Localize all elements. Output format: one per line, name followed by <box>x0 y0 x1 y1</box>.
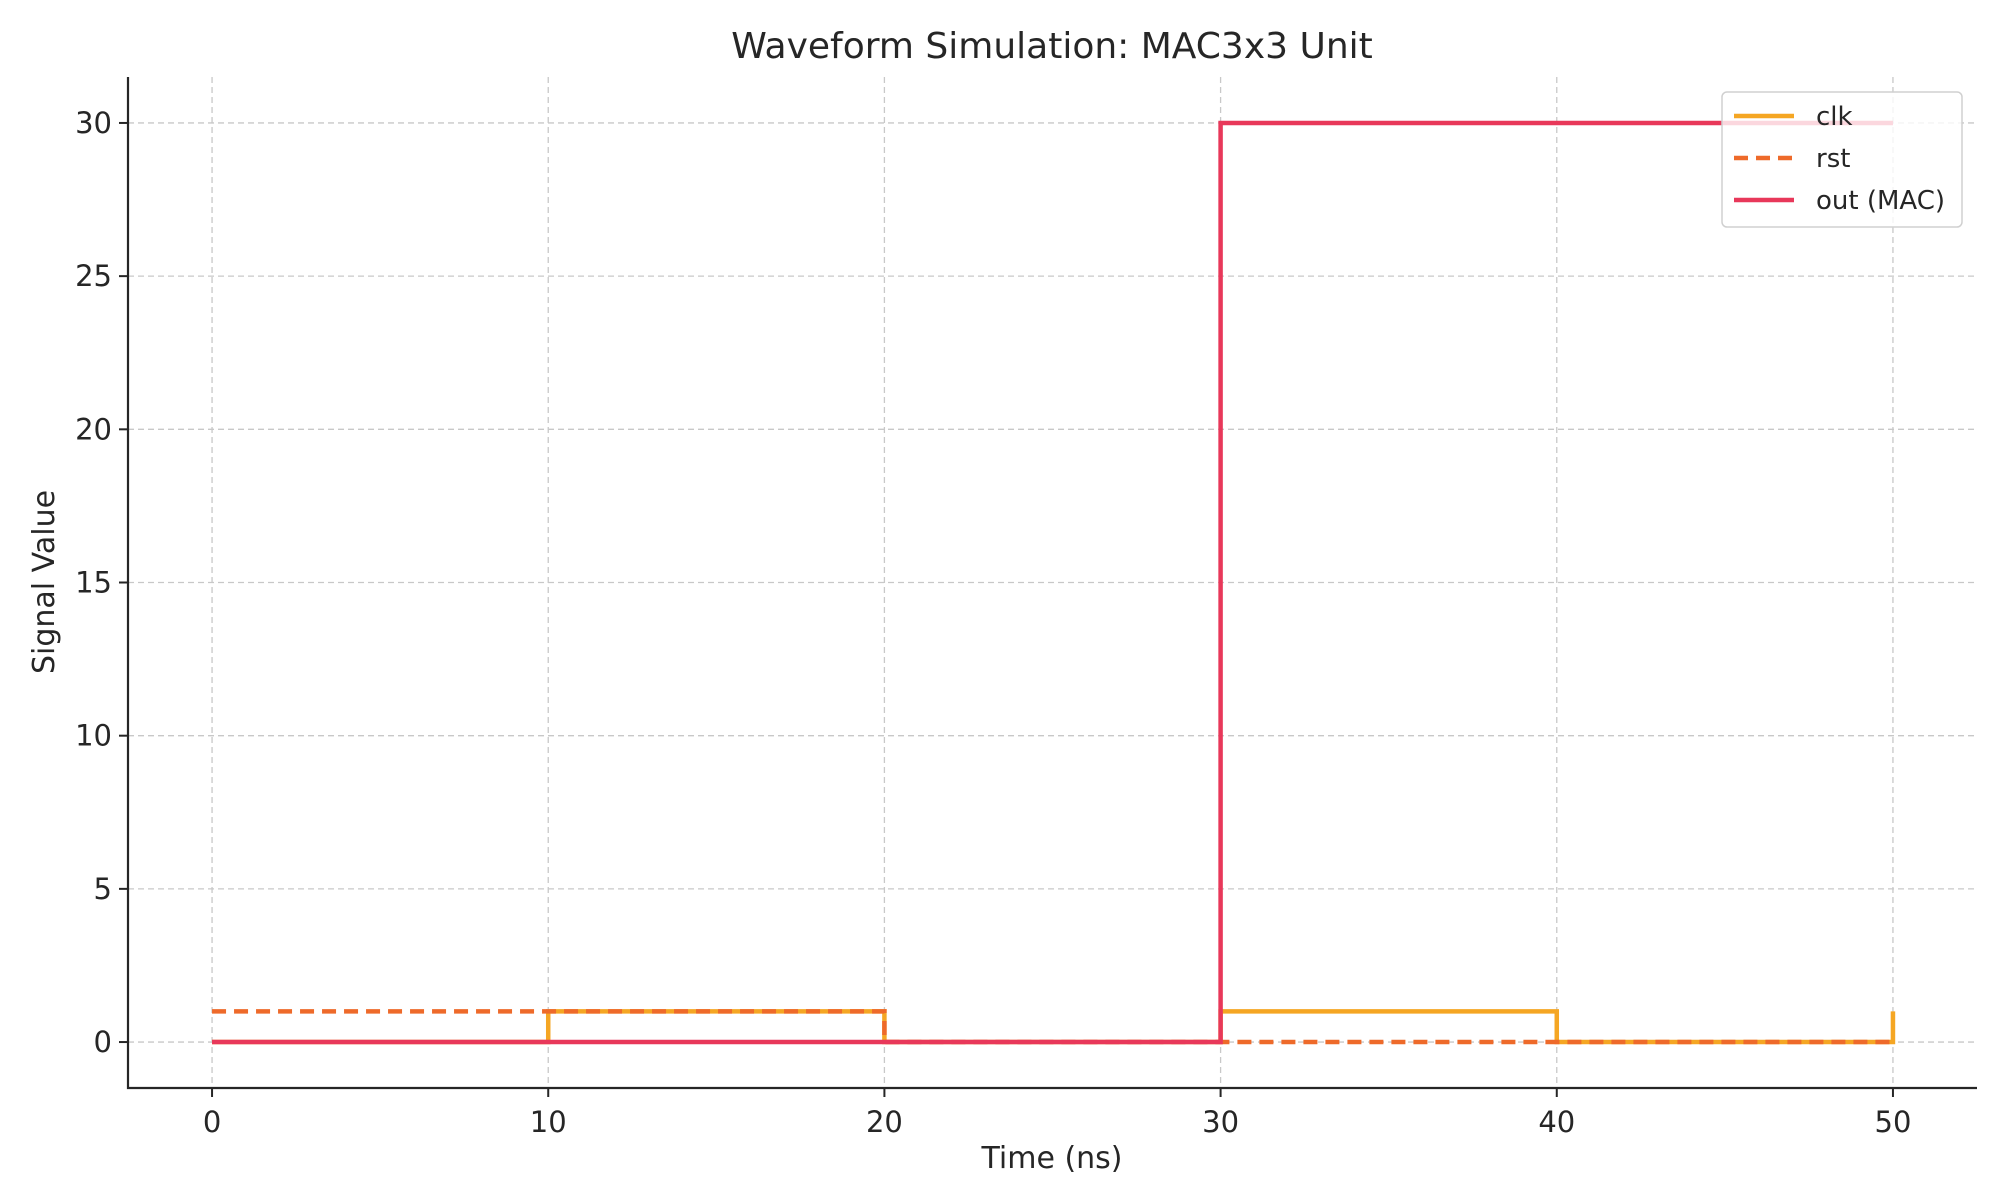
x-tick-label: 10 <box>530 1105 567 1139</box>
y-axis-label: Signal Value <box>27 490 62 674</box>
x-tick-label: 0 <box>203 1105 221 1139</box>
grid <box>128 77 1977 1088</box>
y-tick-label: 0 <box>94 1025 112 1059</box>
axis-spines <box>126 77 1977 1090</box>
y-tick-label: 15 <box>75 566 112 600</box>
y-tick-label: 5 <box>94 872 112 906</box>
series-line-1 <box>212 1009 1893 1045</box>
x-tick-label: 40 <box>1538 1105 1575 1139</box>
x-tick-label: 50 <box>1875 1105 1912 1139</box>
x-tick-label: 20 <box>866 1105 903 1139</box>
y-tick-label: 20 <box>75 412 112 446</box>
axes: 0 10 20 30 40 50 0 5 10 15 20 25 30 <box>75 77 1977 1139</box>
chart-title: Waveform Simulation: MAC3x3 Unit <box>731 26 1373 67</box>
y-tick-label: 10 <box>75 719 112 753</box>
legend-label-1: rst <box>1816 144 1850 174</box>
legend-label-2: out (MAC) <box>1816 186 1945 216</box>
x-axis-label: Time (ns) <box>980 1141 1122 1176</box>
y-tick-label: 30 <box>75 106 112 140</box>
x-tick-label: 30 <box>1202 1105 1239 1139</box>
legend: clk rst out (MAC) <box>1721 91 1963 228</box>
legend-box <box>1721 91 1963 228</box>
plot-series <box>212 120 1896 1045</box>
series-line-0 <box>212 1009 1896 1045</box>
legend-label-0: clk <box>1816 102 1853 132</box>
series-line-2 <box>212 120 1893 1045</box>
y-tick-label: 25 <box>75 259 112 293</box>
